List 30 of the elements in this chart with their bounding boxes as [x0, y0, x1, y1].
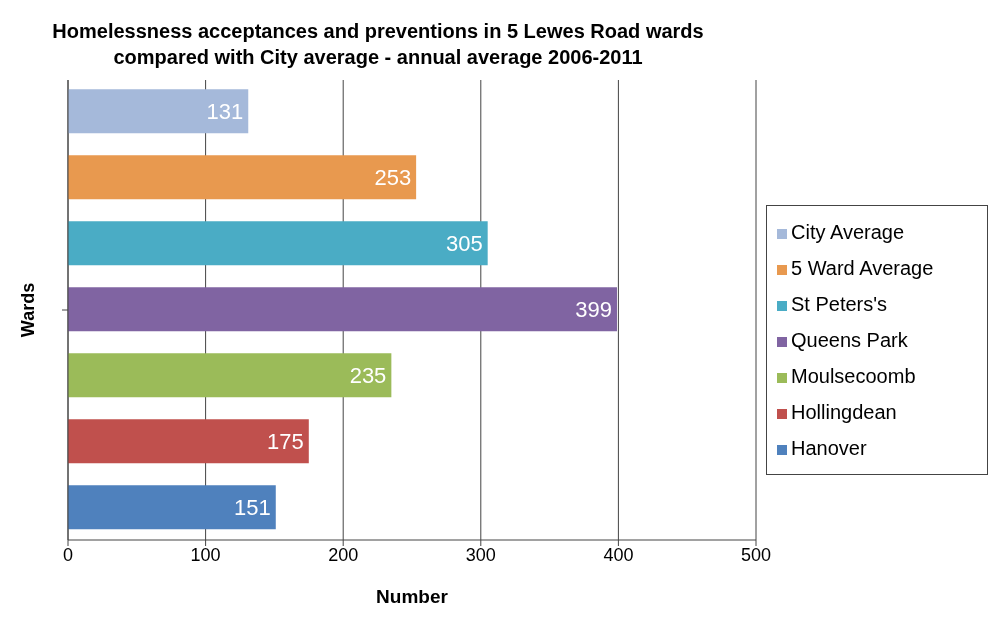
x-tick-label: 400: [603, 544, 634, 565]
x-tick-label: 0: [62, 544, 74, 565]
legend-label: 5 Ward Average: [791, 257, 934, 279]
legend-label: City Average: [791, 221, 905, 243]
legend-label: Moulsecoomb: [791, 365, 916, 387]
legend-label: Hanover: [791, 437, 867, 459]
data-label: 305: [445, 231, 483, 257]
data-label: 151: [234, 495, 271, 521]
x-axis-title: Number: [376, 586, 449, 608]
bar: [68, 89, 249, 134]
data-label: 235: [349, 363, 387, 389]
legend-label: Queens Park: [791, 329, 908, 351]
x-tick-label: 200: [328, 544, 359, 565]
bar: [68, 287, 618, 332]
bar: [68, 353, 392, 398]
x-tick-label: 100: [190, 544, 221, 565]
legend-label: Hollingdean: [791, 401, 897, 423]
bar: [68, 155, 417, 200]
y-axis-title: Wards: [18, 282, 39, 338]
data-label: 253: [374, 165, 412, 191]
x-tick-label: 500: [740, 544, 772, 565]
data-label: 131: [206, 99, 244, 125]
legend-label: St Peters's: [791, 293, 888, 315]
data-label: 175: [267, 429, 304, 455]
bar: [68, 419, 309, 464]
chart-title: Homelessness acceptances and preventions in 5 Lewes Road wards compared with City average - annual average 2006-2011: [51, 19, 705, 70]
x-tick-label: 300: [465, 544, 496, 565]
bar: [68, 485, 276, 530]
data-label: 399: [575, 297, 613, 323]
bar: [68, 221, 488, 266]
